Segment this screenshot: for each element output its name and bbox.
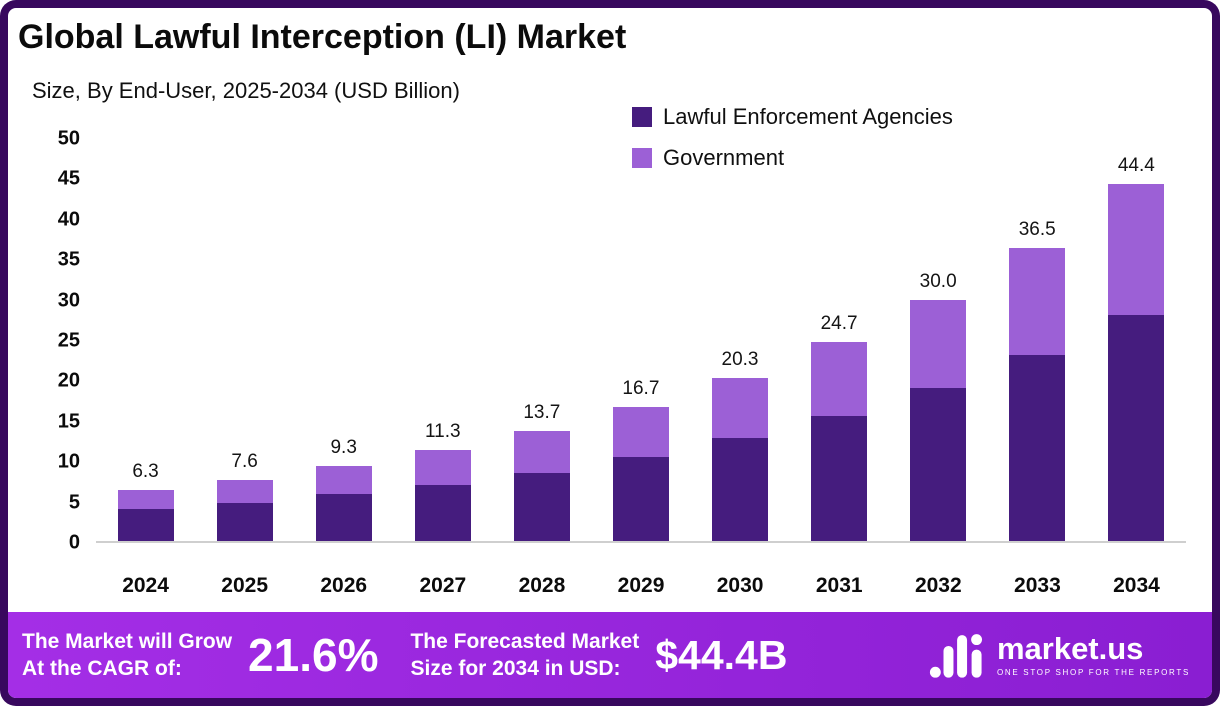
bar-segment-government bbox=[414, 450, 471, 485]
bar-total-label: 44.4 bbox=[1117, 155, 1155, 177]
marketus-logo-icon bbox=[929, 634, 982, 678]
y-tick-label: 25 bbox=[57, 329, 80, 352]
legend-swatch bbox=[632, 107, 652, 127]
brand-name: market.us bbox=[996, 631, 1144, 666]
x-axis-label: 2030 bbox=[716, 574, 764, 597]
bar-2024: 6.3 bbox=[117, 139, 174, 541]
x-axis-label: 2029 bbox=[617, 574, 665, 597]
chart-region: Global Lawful Interception (LI) Market S… bbox=[8, 8, 1212, 612]
brand-text: market.us ONE STOP SHOP FOR THE REPORTS bbox=[997, 633, 1190, 677]
bar-total-label: 7.6 bbox=[231, 450, 258, 472]
x-axis-label: 2026 bbox=[320, 574, 368, 597]
x-axis: 2024 2025 2026 2027 2028 2029 2030 2031 2032 2033… bbox=[96, 574, 1186, 598]
bar-segment-lawful-enforcement-agencies bbox=[712, 438, 768, 541]
x-axis-label: 2034 bbox=[1113, 574, 1160, 597]
y-tick-label: 5 bbox=[68, 491, 80, 514]
cagr-label-line2: At the CAGR of: bbox=[22, 657, 182, 680]
footer-banner: The Market will Grow At the CAGR of: 21.… bbox=[8, 612, 1212, 698]
bar-segment-government bbox=[712, 377, 768, 439]
bar-segment-government bbox=[811, 342, 868, 416]
bar-total-label: 24.7 bbox=[820, 313, 858, 335]
page-inner: Global Lawful Interception (LI) Market S… bbox=[8, 8, 1212, 698]
bar-segment-lawful-enforcement-agencies bbox=[612, 456, 669, 541]
bar-2028: 13.7 bbox=[513, 139, 570, 541]
page-subtitle: Size, By End-User, 2025-2034 (USD Billio… bbox=[32, 78, 460, 103]
x-axis-label: 2025 bbox=[221, 574, 268, 597]
y-tick-label: 35 bbox=[57, 248, 80, 271]
bar-segment-government bbox=[612, 406, 669, 457]
bar-2034: 44.4 bbox=[1108, 139, 1165, 541]
legend-swatch bbox=[632, 148, 652, 168]
bar-segment-government bbox=[1009, 247, 1066, 356]
bar-2025: 7.6 bbox=[216, 139, 273, 541]
bars: 6.3 7.6 9.3 11.3 13.7 16.7 20.3 24.7 30.0 36.5 44.… bbox=[96, 139, 1186, 541]
x-axis-label: 2027 bbox=[419, 574, 467, 597]
brand-block: market.us ONE STOP SHOP FOR THE REPORTS bbox=[929, 631, 1190, 679]
x-axis-label: 2024 bbox=[122, 574, 169, 597]
bar-segment-lawful-enforcement-agencies bbox=[1108, 315, 1165, 541]
page-title: Global Lawful Interception (LI) Market bbox=[18, 18, 627, 56]
y-tick-label: 30 bbox=[57, 289, 80, 312]
x-axis-label: 2033 bbox=[1014, 574, 1061, 597]
bar-segment-lawful-enforcement-agencies bbox=[1009, 355, 1066, 541]
bar-segment-lawful-enforcement-agencies bbox=[811, 415, 868, 541]
bar-segment-government bbox=[315, 466, 372, 495]
y-tick-label: 40 bbox=[57, 208, 80, 231]
bar-2026: 9.3 bbox=[315, 139, 372, 541]
forecast-value: $44.4B bbox=[655, 631, 788, 678]
cagr-value: 21.6% bbox=[248, 629, 379, 681]
y-axis: 0 5 10 15 20 25 30 35 40 45 50 bbox=[8, 128, 88, 554]
legend-item: Lawful Enforcement Agencies bbox=[632, 104, 953, 130]
bar-segment-government bbox=[513, 430, 570, 473]
bar-total-label: 11.3 bbox=[424, 421, 461, 443]
bar-segment-lawful-enforcement-agencies bbox=[910, 388, 967, 541]
forecast-label-line1: The Forecasted Market bbox=[410, 629, 640, 653]
brand-tagline: ONE STOP SHOP FOR THE REPORTS bbox=[996, 668, 1190, 677]
forecast-label-line2: Size for 2034 in USD: bbox=[410, 657, 621, 680]
bar-segment-government bbox=[910, 299, 967, 389]
legend-item: Government bbox=[632, 145, 953, 171]
bar-2027: 11.3 bbox=[414, 139, 471, 541]
bar-segment-government bbox=[216, 479, 273, 504]
bar-segment-lawful-enforcement-agencies bbox=[117, 508, 174, 541]
cagr-label: The Market will Grow At the CAGR of: bbox=[22, 628, 232, 683]
bar-total-label: 30.0 bbox=[919, 270, 957, 292]
y-tick-label: 15 bbox=[57, 410, 80, 433]
y-tick-label: 0 bbox=[68, 531, 80, 554]
legend-label: Government bbox=[663, 145, 785, 170]
cagr-label-line1: The Market will Grow bbox=[22, 629, 233, 653]
plot-area: 6.3 7.6 9.3 11.3 13.7 16.7 20.3 24.7 30.0 36.5 44.… bbox=[96, 139, 1186, 543]
bar-total-label: 6.3 bbox=[132, 461, 159, 483]
bar-total-label: 16.7 bbox=[622, 377, 660, 399]
bar-total-label: 36.5 bbox=[1018, 218, 1056, 240]
y-tick-label: 50 bbox=[57, 127, 80, 150]
bar-total-label: 13.7 bbox=[523, 401, 561, 423]
y-tick-label: 10 bbox=[57, 450, 80, 473]
bar-2030: 20.3 bbox=[712, 139, 768, 541]
bar-segment-lawful-enforcement-agencies bbox=[513, 472, 570, 541]
bar-segment-government bbox=[117, 490, 174, 509]
x-axis-label: 2028 bbox=[518, 574, 566, 597]
legend: Lawful Enforcement Agencies Government bbox=[632, 104, 953, 171]
bar-total-label: 9.3 bbox=[330, 437, 357, 459]
bar-segment-lawful-enforcement-agencies bbox=[414, 484, 471, 541]
y-tick-label: 20 bbox=[57, 369, 80, 392]
bar-2032: 30.0 bbox=[910, 139, 967, 541]
legend-label: Lawful Enforcement Agencies bbox=[663, 104, 953, 129]
bar-segment-government bbox=[1108, 184, 1165, 316]
bar-2029: 16.7 bbox=[612, 139, 669, 541]
bar-2033: 36.5 bbox=[1009, 139, 1066, 541]
forecast-label: The Forecasted Market Size for 2034 in U… bbox=[410, 628, 639, 683]
bar-total-label: 20.3 bbox=[721, 348, 759, 370]
y-tick-label: 45 bbox=[57, 167, 80, 190]
x-axis-label: 2031 bbox=[815, 574, 863, 597]
x-axis-label: 2032 bbox=[914, 574, 962, 597]
bar-segment-lawful-enforcement-agencies bbox=[315, 494, 372, 541]
bar-2031: 24.7 bbox=[811, 139, 868, 541]
bar-segment-lawful-enforcement-agencies bbox=[216, 503, 273, 541]
